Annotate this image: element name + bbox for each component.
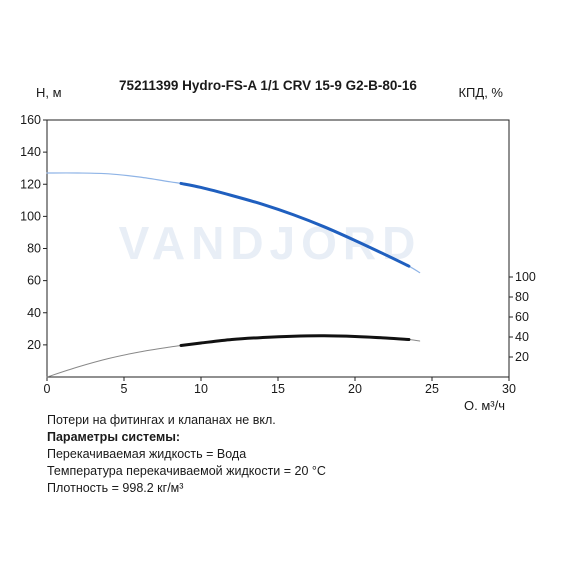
series-head-operating-line [179,181,411,268]
y-tick-label: 40 [27,306,41,320]
x-tick-label: 30 [502,382,516,396]
y-tick-label: 100 [20,209,41,223]
x-tick-label: 5 [121,382,128,396]
y2-tick-label: 40 [515,330,529,344]
y-axis-label: Н, м [36,85,62,100]
x-axis-label: Q, м³/ч [464,398,505,410]
note-temperature: Температура перекачиваемой жидкости = 20… [47,464,326,478]
y-tick-label: 120 [20,177,41,191]
y-tick-label: 140 [20,145,41,159]
x-tick-label: 15 [271,382,285,396]
series-eff-full-line [46,335,421,378]
note-liquid: Перекачиваемая жидкость = Вода [47,447,247,461]
y2-tick-label: 80 [515,290,529,304]
chart-title: 75211399 Hydro-FS-A 1/1 CRV 15-9 G2-B-80… [119,78,417,93]
series-eff-operating-line [179,334,411,347]
notes-block: Потери на фитингах и клапанах не вкл. Па… [47,412,326,497]
note-system-params-heading: Параметры системы: [47,430,181,444]
watermark-text: VANDJORD [119,217,422,269]
y2-axis-label: КПД, % [458,85,503,100]
pump-curve-chart: VANDJORD 75211399 Hydro-FS-A 1/1 CRV 15-… [20,78,536,410]
y-tick-label: 60 [27,274,41,288]
x-tick-label: 25 [425,382,439,396]
x-tick-label: 10 [194,382,208,396]
y2-tick-label: 100 [515,270,536,284]
y-tick-label: 160 [20,113,41,127]
y-tick-label: 80 [27,242,41,256]
y2-tick-label: 20 [515,350,529,364]
x-tick-label: 20 [348,382,362,396]
y2-tick-label: 60 [515,310,529,324]
y-tick-label: 20 [27,338,41,352]
x-tick-label: 0 [44,382,51,396]
note-losses: Потери на фитингах и клапанах не вкл. [47,413,276,427]
note-density: Плотность = 998.2 кг/м³ [47,481,184,495]
